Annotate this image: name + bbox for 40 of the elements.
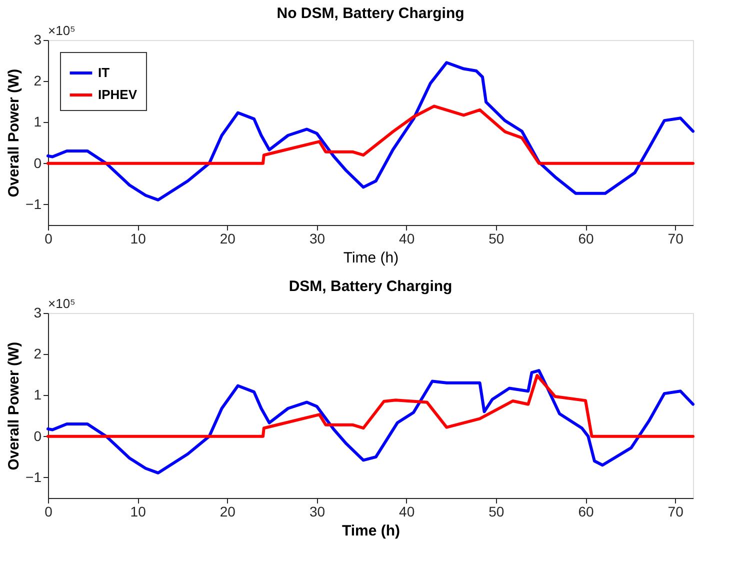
chart-title: DSM, Battery Charging (288, 278, 452, 295)
text: ×10⁵ (48, 296, 76, 311)
x-tick-label: 0 (44, 230, 53, 246)
line-series (46, 369, 694, 474)
x-tick-label: 10 (130, 230, 146, 246)
y-axis-title: Overall Power (W) (6, 68, 23, 198)
x-tick-label: 50 (488, 230, 504, 246)
legend-label: IPHEV (98, 87, 138, 102)
x-tick-label: 40 (399, 504, 415, 520)
y-tick-label: 0 (34, 154, 42, 171)
chart-title: No DSM, Battery Charging (276, 5, 464, 22)
x-tick-label: 60 (578, 504, 594, 520)
y-axis-title: Overall Power (W) (6, 342, 23, 470)
x-tick-label: 50 (488, 504, 504, 520)
x-axis-title: Time (h) (342, 522, 400, 540)
x-tick-label: 10 (130, 504, 146, 520)
x-tick-label: 40 (399, 230, 415, 246)
y-tick-label: 1 (34, 114, 42, 130)
x-tick-label: 60 (578, 230, 594, 246)
x-tick-label: 0 (44, 504, 53, 520)
x-tick-label: 70 (668, 230, 684, 246)
x-tick-label: 30 (309, 504, 326, 520)
y-tick-label: 3 (34, 304, 42, 320)
text: ×10⁵ (48, 23, 76, 38)
x-axis-title: Time (h) (343, 250, 399, 266)
y-tick-label: 0 (34, 428, 42, 444)
y-tick-label: 2 (34, 346, 42, 362)
x-tick-label: 70 (668, 504, 684, 520)
y-tick-label: −1 (26, 196, 42, 212)
y-tick-label: 3 (34, 32, 42, 48)
line-series (46, 61, 694, 202)
line-series (46, 374, 694, 438)
line-series (46, 104, 694, 165)
x-tick-label: 20 (220, 504, 236, 520)
y-tick-label: 1 (34, 386, 42, 403)
x-tick-label: 30 (309, 230, 326, 246)
legend-label: IT (98, 65, 110, 80)
x-tick-label: 20 (220, 230, 236, 246)
y-tick-label: −1 (26, 468, 42, 485)
y-tick-label: 2 (34, 72, 42, 89)
